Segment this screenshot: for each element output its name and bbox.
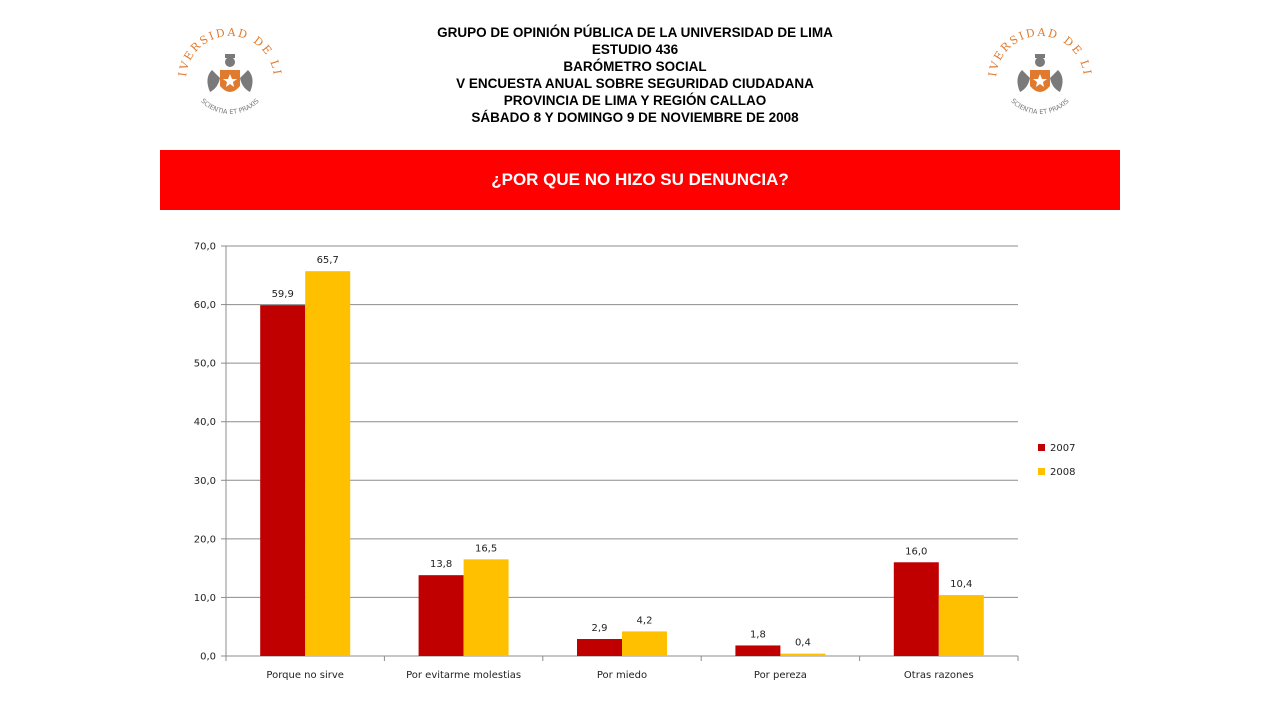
y-tick-label: 40,0: [194, 417, 216, 428]
logo-arc-text: UNIVERSIDAD DE LIMA: [984, 18, 1094, 77]
bar-2008: [780, 653, 826, 656]
question-banner: ¿POR QUE NO HIZO SU DENUNCIA?: [160, 150, 1120, 210]
bar-2007: [260, 305, 306, 656]
y-tick-label: 70,0: [194, 242, 216, 253]
data-label: 10,4: [950, 579, 972, 590]
data-label: 2,9: [592, 623, 608, 634]
university-logo-left: UNIVERSIDAD DE LIMA SCIENTIA ET PRAXIS: [167, 8, 286, 130]
data-label: 16,0: [905, 546, 927, 557]
y-tick-label: 10,0: [194, 593, 216, 604]
question-title: ¿POR QUE NO HIZO SU DENUNCIA?: [491, 170, 789, 189]
y-tick-label: 60,0: [194, 300, 216, 311]
header-line-1: GRUPO DE OPINIÓN PÚBLICA DE LA UNIVERSID…: [437, 25, 833, 40]
logo-motto: SCIENTIA ET PRAXIS: [199, 97, 260, 116]
header-line-3: BARÓMETRO SOCIAL: [563, 59, 707, 74]
legend-label: 2007: [1050, 443, 1075, 454]
header-line-5: PROVINCIA DE LIMA Y REGIÓN CALLAO: [503, 93, 767, 108]
bar-2008: [938, 595, 984, 656]
data-label: 1,8: [750, 629, 766, 640]
data-label: 4,2: [637, 615, 653, 626]
data-label: 65,7: [317, 255, 339, 266]
header-line-6: SÁBADO 8 Y DOMINGO 9 DE NOVIEMBRE DE 200…: [471, 110, 799, 125]
y-tick-label: 0,0: [200, 652, 216, 663]
bar-2007: [893, 562, 939, 656]
x-tick-label: Por miedo: [597, 670, 647, 681]
logo-motto: SCIENTIA ET PRAXIS: [1009, 97, 1070, 116]
data-label: 16,5: [475, 543, 497, 554]
legend-label: 2008: [1050, 467, 1075, 478]
x-tick-label: Por pereza: [754, 670, 807, 681]
y-tick-label: 30,0: [194, 476, 216, 487]
x-tick-label: Porque no sirve: [266, 670, 344, 681]
data-label: 59,9: [272, 289, 294, 300]
data-label: 0,4: [795, 638, 811, 649]
eagle-shield-icon: [1017, 54, 1063, 92]
eagle-shield-icon: [207, 54, 253, 92]
bar-2008: [622, 631, 667, 656]
x-tick-label: Por evitarme molestias: [406, 670, 521, 681]
header-line-4: V ENCUESTA ANUAL SOBRE SEGURIDAD CIUDADA…: [456, 76, 814, 91]
header-line-2: ESTUDIO 436: [591, 42, 679, 57]
bar-2007: [735, 645, 781, 656]
data-label: 13,8: [430, 559, 452, 570]
y-tick-label: 50,0: [194, 359, 216, 370]
bar-2007: [577, 639, 622, 656]
legend-swatch-2007: [1038, 444, 1045, 451]
bar-2008: [305, 271, 351, 656]
bar-2008: [463, 559, 509, 656]
logo-arc-text: UNIVERSIDAD DE LIMA: [174, 18, 284, 77]
y-tick-label: 20,0: [194, 534, 216, 545]
university-logo-right: UNIVERSIDAD DE LIMA SCIENTIA ET PRAXIS: [977, 8, 1096, 130]
report-header: GRUPO DE OPINIÓN PÚBLICA DE LA UNIVERSID…: [330, 24, 940, 126]
legend-swatch-2008: [1038, 468, 1045, 475]
bar-2007: [418, 575, 464, 656]
x-tick-label: Otras razones: [904, 670, 974, 681]
bar-chart: 0,0 10,0 20,0 30,0 40,0 50,0 60,0 70,0 59,9 65,7 P…: [194, 242, 1076, 682]
